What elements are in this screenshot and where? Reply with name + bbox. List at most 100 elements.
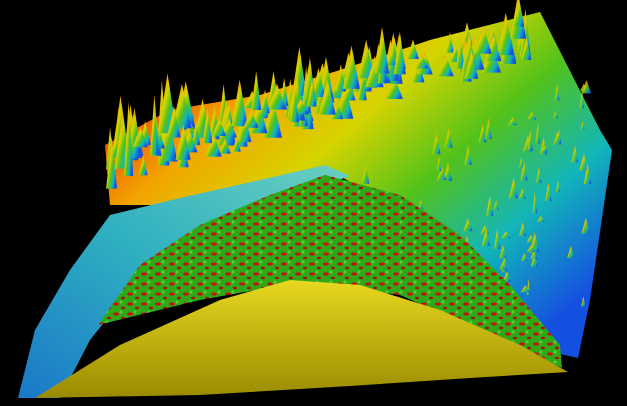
spike [526,245,535,252]
spike [259,89,270,114]
spike [518,188,527,199]
spike [106,136,118,189]
spike [519,221,527,236]
spike [545,182,552,202]
yellow-layer [35,280,568,398]
cyan-surface [18,165,350,398]
spike [205,133,222,157]
spike [445,31,454,53]
spike [406,39,419,59]
spike [536,166,542,183]
spike [581,217,591,234]
spike [537,215,545,223]
spike [463,218,473,232]
spike [357,39,375,79]
spike [436,156,442,172]
spike [581,80,592,94]
spike [508,176,519,199]
spike [580,121,585,130]
spike [412,57,425,83]
spike [212,117,226,137]
spike [191,119,201,146]
spike [418,199,424,210]
spike [512,0,525,27]
spike [443,162,453,181]
spike [231,79,248,127]
spike [499,244,507,259]
spike [357,68,367,101]
spike [579,153,589,171]
spike [481,227,491,246]
spike [520,161,528,181]
spike [289,80,299,123]
spike [393,31,406,75]
spike [502,270,511,282]
spike [218,138,231,154]
spike [519,8,531,57]
spike [527,111,537,120]
spike [520,284,530,293]
spike [494,228,501,249]
spike [342,45,360,89]
spike [306,78,317,107]
spike [478,123,487,143]
spike [318,79,336,115]
spike [485,117,492,140]
spike [123,101,134,176]
spike [554,83,560,101]
spike [501,231,511,239]
spike [335,64,347,92]
spike [552,110,559,119]
spike [175,124,191,160]
spike [535,122,541,144]
spike [484,33,502,62]
spike [583,162,592,184]
spike [567,245,575,258]
spike [138,155,148,176]
spike [521,36,532,60]
spike [464,145,472,165]
spike [436,166,447,181]
spike [519,156,524,168]
spike [251,70,262,110]
spike [497,12,514,56]
spike [527,129,533,150]
spike [414,52,429,69]
spike [361,163,370,184]
spike [553,131,562,145]
spike [464,49,479,79]
spike [386,49,397,66]
spike [132,126,148,148]
spike [171,83,192,129]
spike [267,83,287,110]
spike [437,54,454,77]
spike [384,75,403,99]
spike [149,94,159,155]
spike [541,145,548,152]
spike [166,105,181,138]
spike [432,133,441,155]
spike [529,231,540,253]
spike [232,136,241,152]
spike [530,252,539,267]
spike [474,25,492,54]
spike [571,145,579,163]
spike [311,67,326,98]
spike [202,106,213,144]
spike [555,180,561,193]
spike [508,117,517,126]
spike [374,26,390,74]
spike [579,89,585,109]
spike [486,195,494,216]
spike [223,101,234,129]
spike [530,249,538,259]
spike [444,127,453,148]
spike [493,199,499,210]
spike [243,110,259,128]
spike [262,96,282,138]
green-layer [98,175,562,368]
spike [220,117,238,138]
spike [521,252,528,262]
